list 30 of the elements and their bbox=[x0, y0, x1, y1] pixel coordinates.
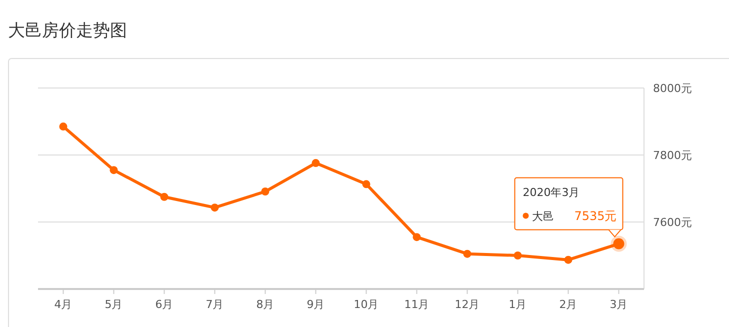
y-tick-label: 8000元 bbox=[653, 82, 692, 95]
point bbox=[110, 166, 118, 174]
x-tick-label: 1月 bbox=[508, 298, 527, 311]
y-tick-label: 7600元 bbox=[653, 216, 692, 229]
legend-label: 大邑 bbox=[532, 210, 554, 223]
point bbox=[261, 188, 270, 196]
point bbox=[59, 122, 68, 131]
data-label: 7535元 bbox=[574, 208, 617, 223]
annotation: 2020年3月 bbox=[522, 186, 580, 199]
point bbox=[564, 256, 572, 264]
x-tick-label: 11月 bbox=[404, 298, 430, 311]
x-tick-label: 12月 bbox=[454, 298, 480, 311]
x-tick-label: 3月 bbox=[610, 298, 628, 311]
y-tick-label: 7800元 bbox=[653, 149, 692, 162]
x-tick-label: 4月 bbox=[54, 298, 72, 311]
x-tick-label: 9月 bbox=[306, 298, 325, 311]
point bbox=[463, 250, 472, 258]
x-tick-label: 8月 bbox=[256, 298, 274, 311]
x-tick-label: 5月 bbox=[104, 298, 123, 311]
point bbox=[362, 180, 370, 188]
point bbox=[514, 252, 522, 260]
x-tick-label: 7月 bbox=[206, 298, 224, 311]
point bbox=[210, 204, 219, 212]
chart-title: 大邑房价走势图 bbox=[8, 21, 127, 41]
point bbox=[312, 159, 320, 168]
x-tick-label: 2月 bbox=[559, 298, 578, 311]
x-tick-label: 10月 bbox=[354, 298, 379, 311]
point bbox=[412, 233, 421, 242]
x-tick-label: 6月 bbox=[155, 298, 174, 311]
point bbox=[160, 192, 168, 201]
